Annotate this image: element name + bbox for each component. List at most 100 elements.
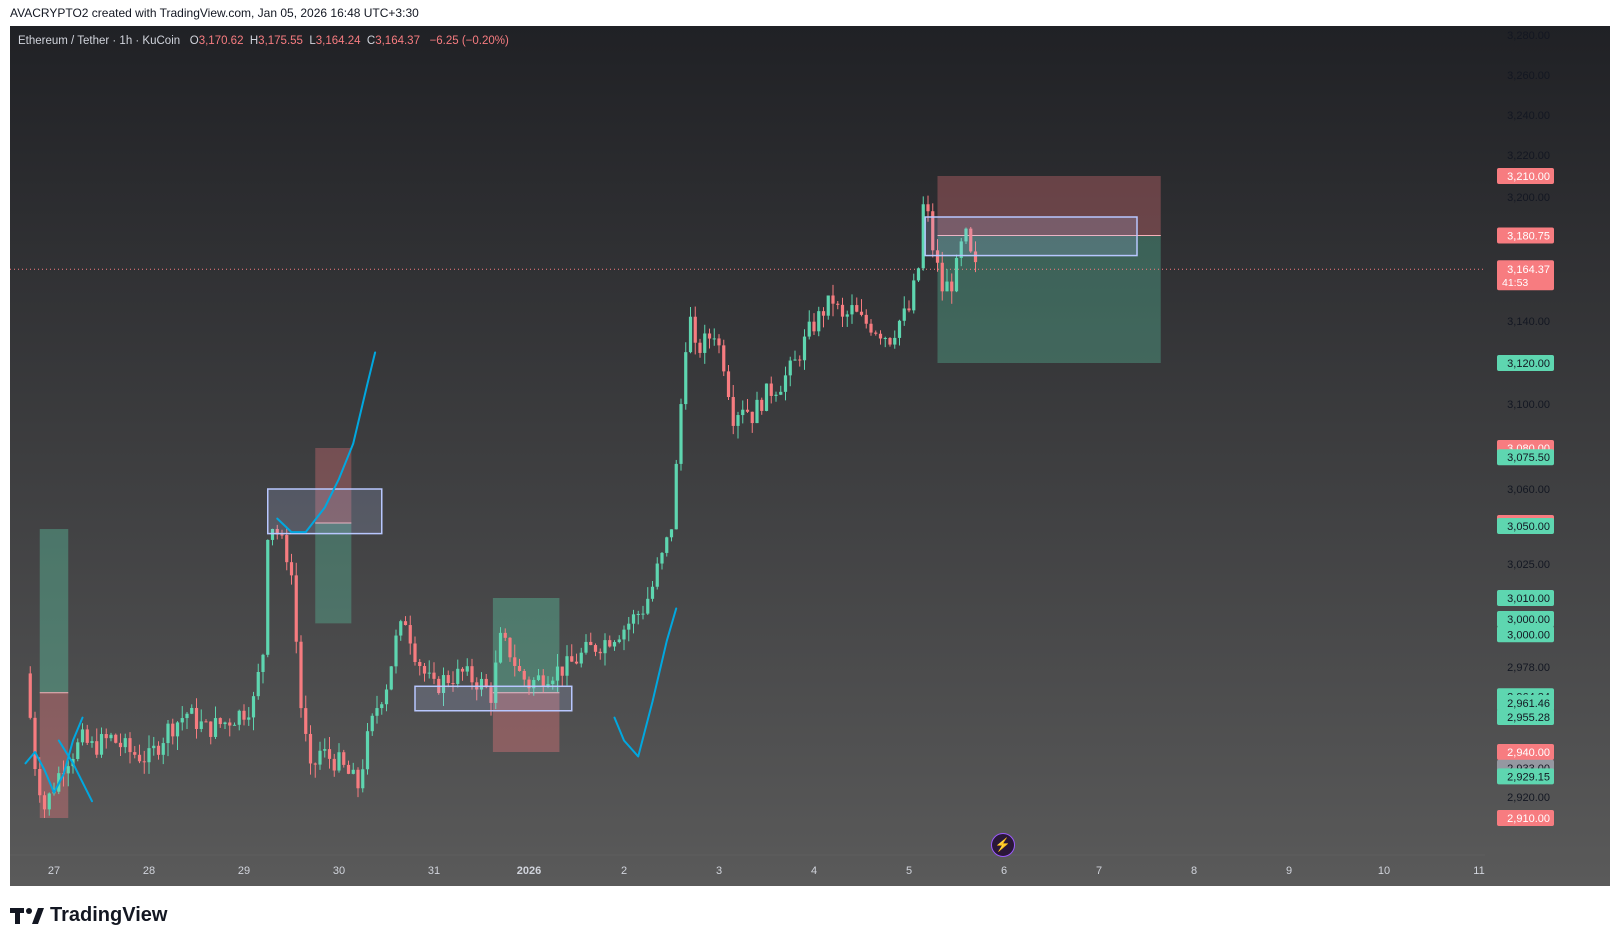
- price-label-text: 3,000.00: [1507, 629, 1550, 641]
- zone-rectangle[interactable]: [414, 685, 573, 712]
- candle-up: [456, 668, 460, 684]
- candle-up: [641, 613, 645, 615]
- lightning-icon[interactable]: ⚡: [991, 833, 1015, 857]
- change-value: −6.25 (−0.20%): [429, 35, 509, 47]
- candle-up: [256, 671, 260, 697]
- long-position-profit-zone[interactable]: [492, 598, 560, 693]
- candle-down: [608, 640, 612, 647]
- candle-up: [380, 704, 384, 709]
- candle-down: [836, 303, 840, 305]
- candle-down: [821, 311, 826, 316]
- candle-down: [408, 625, 412, 644]
- candle-up: [565, 656, 569, 676]
- candle-up: [679, 404, 683, 464]
- candle-up: [741, 409, 745, 416]
- candle-down: [874, 332, 878, 334]
- price-label-tag[interactable]: [1497, 355, 1554, 371]
- candle-up: [764, 383, 769, 411]
- candle-down: [731, 397, 735, 426]
- candle-up: [123, 738, 127, 748]
- price-label-tag[interactable]: [1497, 694, 1554, 711]
- candle-down: [422, 666, 427, 674]
- candle-up: [584, 641, 588, 653]
- candle-down: [133, 752, 137, 755]
- current-price-tag[interactable]: [1497, 260, 1554, 291]
- price-label-tag[interactable]: [1497, 626, 1554, 643]
- candle-down: [907, 308, 911, 311]
- candle-up: [185, 713, 189, 719]
- zone-rectangle[interactable]: [267, 488, 383, 535]
- price-label-tag[interactable]: [1497, 227, 1554, 244]
- candle-up: [532, 679, 536, 689]
- time-tick-label: 28: [143, 865, 155, 877]
- price-label-tag[interactable]: [1497, 611, 1554, 627]
- candle-up: [351, 769, 355, 774]
- high-label: H: [249, 35, 259, 47]
- candle-up: [389, 666, 393, 690]
- drawn-projection-line[interactable]: [276, 351, 377, 534]
- candle-down: [413, 643, 417, 663]
- time-tick-label: 9: [1286, 865, 1292, 877]
- price-chart[interactable]: 3,280.00 3,260.00 3,240.00 3,220.00 3,200.00…: [10, 26, 1610, 886]
- symbol-title[interactable]: Ethereum / Tether · 1h · KuCoin: [18, 35, 181, 47]
- candle-up: [152, 745, 156, 749]
- long-position-stop-zone[interactable]: [492, 692, 560, 752]
- candle-down: [85, 729, 89, 743]
- candle-up: [779, 391, 783, 395]
- candle-down: [342, 752, 346, 765]
- drawn-projection-line[interactable]: [613, 607, 678, 758]
- price-label-text: 2,910.00: [1507, 813, 1550, 825]
- candle-up: [546, 684, 550, 687]
- candle-up: [793, 359, 797, 361]
- price-label-tag[interactable]: [1497, 590, 1554, 606]
- candle-up: [147, 748, 151, 763]
- candle-up: [370, 715, 374, 732]
- candle-up: [232, 724, 237, 726]
- candle-down: [926, 204, 930, 212]
- short-position-stop-zone[interactable]: [937, 176, 1161, 236]
- time-tick-label: 11: [1473, 865, 1484, 877]
- candle-down: [285, 535, 289, 563]
- candle-down: [812, 321, 816, 332]
- price-label-tag[interactable]: [1497, 810, 1554, 826]
- candle-up: [883, 338, 887, 340]
- time-tick-label: 29: [238, 865, 250, 877]
- long-position-profit-zone[interactable]: [39, 529, 69, 693]
- candle-up: [646, 598, 650, 614]
- close-value: 3,164.37: [375, 35, 420, 47]
- drawn-projection-line[interactable]: [24, 716, 84, 794]
- candle-up: [223, 722, 227, 725]
- price-label-text: 2,961.46: [1507, 698, 1550, 710]
- candle-down: [294, 575, 298, 642]
- candle-up: [427, 672, 431, 674]
- candle-down: [527, 679, 531, 689]
- low-value: 3,164.24: [315, 35, 361, 47]
- price-label-tag[interactable]: [1497, 768, 1554, 785]
- candle-down: [888, 338, 892, 345]
- drawn-projection-line[interactable]: [57, 739, 93, 803]
- zone-rectangle[interactable]: [924, 216, 1138, 257]
- candle-down: [560, 666, 564, 676]
- price-label-tag[interactable]: [1497, 708, 1554, 725]
- candle-down: [750, 411, 754, 424]
- price-label-text: 3,000.00: [1507, 614, 1550, 626]
- price-label-tag[interactable]: [1497, 168, 1554, 184]
- candle-up: [783, 375, 788, 392]
- price-label-tag[interactable]: [1497, 518, 1554, 534]
- chart-pane[interactable]: 3,280.00 3,260.00 3,240.00 3,220.00 3,200.00…: [10, 26, 1610, 886]
- price-label-text: 3,010.00: [1507, 593, 1550, 605]
- time-tick-label: 27: [48, 865, 60, 877]
- candle-down: [869, 323, 873, 333]
- candle-up: [551, 680, 555, 685]
- candle-up: [166, 723, 170, 744]
- short-position-profit-zone[interactable]: [315, 522, 352, 624]
- price-tick-label: 3,280.00: [1507, 30, 1550, 42]
- candle-up: [465, 666, 469, 672]
- time-tick-label: 2026: [517, 865, 541, 877]
- candle-up: [902, 308, 906, 321]
- candle-up: [850, 305, 854, 315]
- price-label-tag[interactable]: [1497, 744, 1554, 760]
- candle-up: [190, 707, 194, 714]
- candle-down: [346, 764, 351, 774]
- price-label-tag[interactable]: [1497, 449, 1554, 466]
